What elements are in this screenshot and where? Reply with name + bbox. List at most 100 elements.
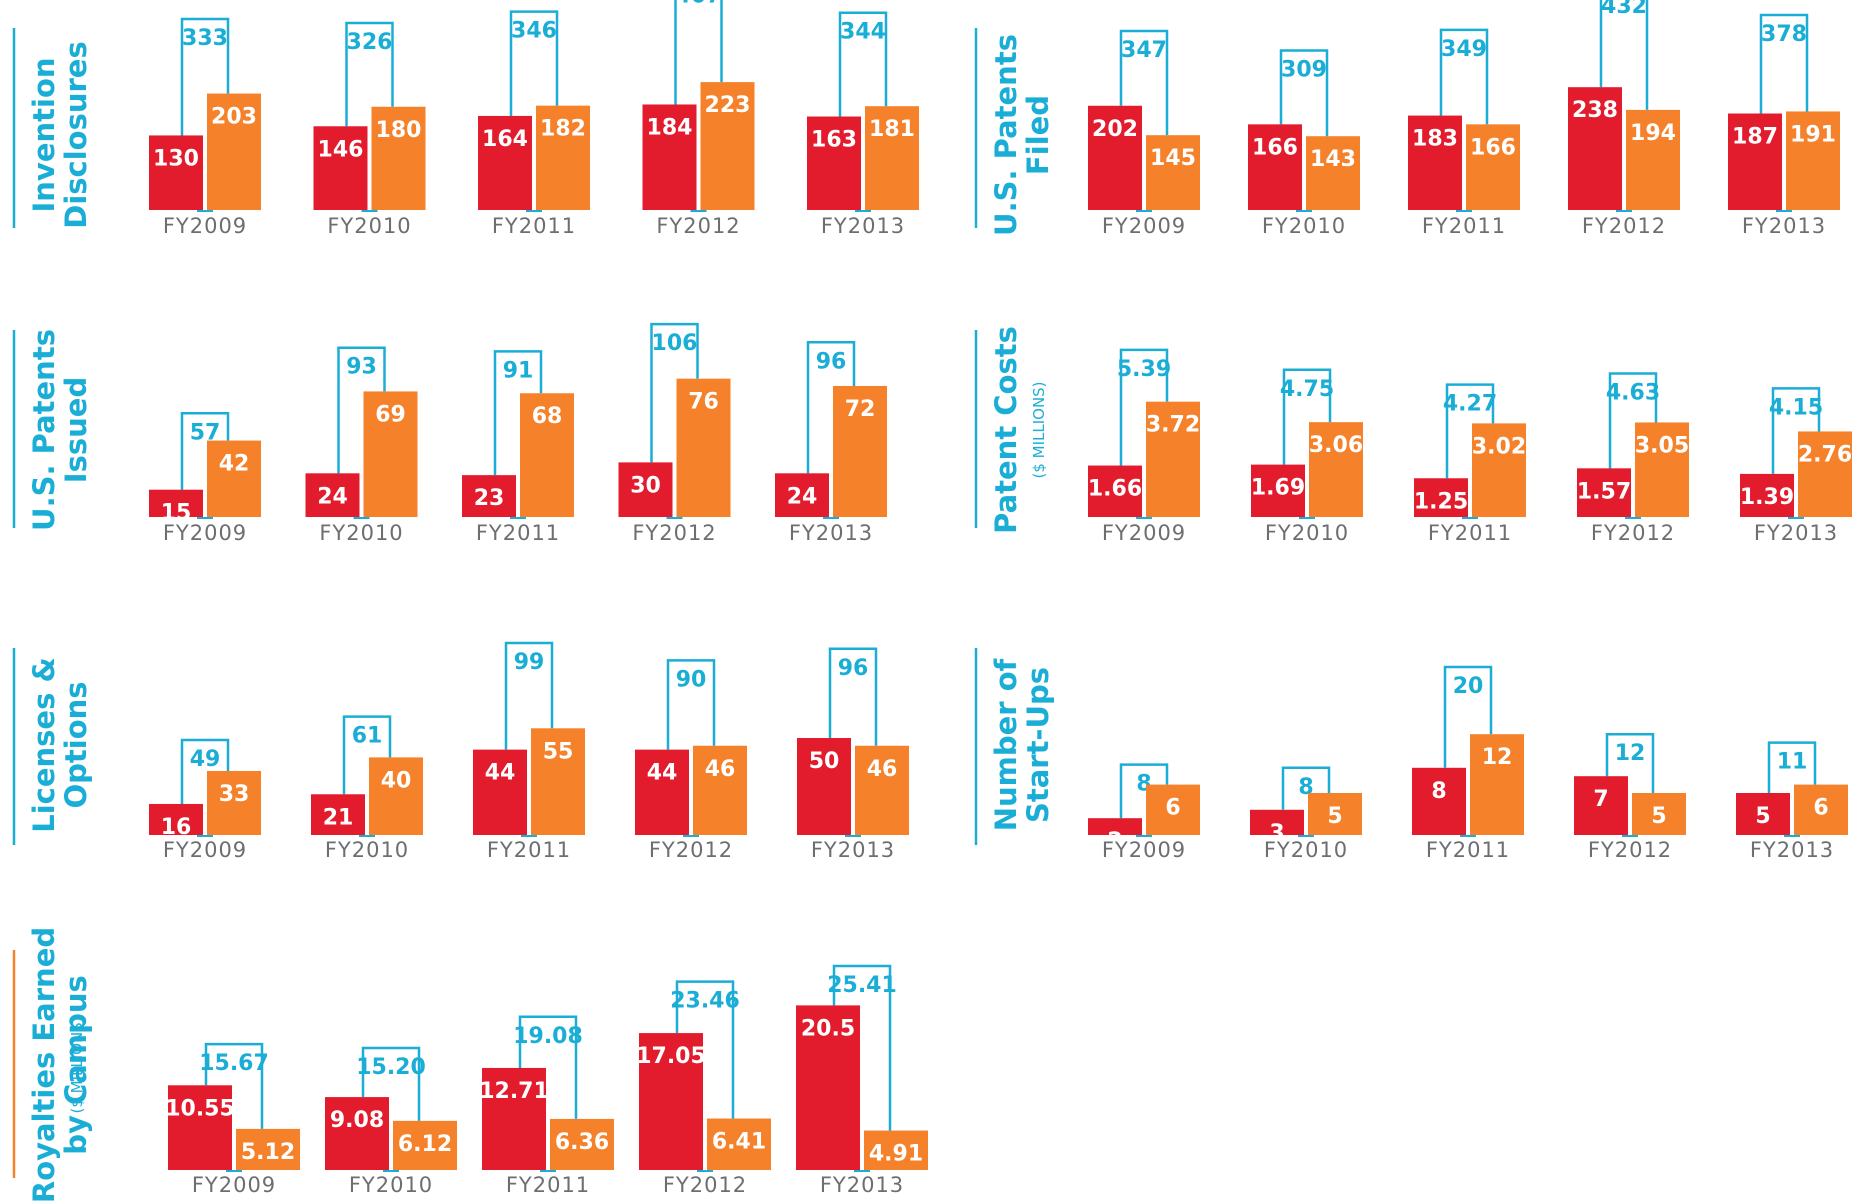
total-bracket — [1771, 387, 1821, 474]
bar-series-2 — [1308, 793, 1362, 835]
bar-series-2-label: 5.12 — [241, 1140, 295, 1165]
bar-series-2 — [707, 1118, 771, 1170]
bar-group-FY2011: 91 23 68 FY2011 — [462, 350, 574, 545]
bar-series-1 — [775, 473, 829, 517]
total-bracket — [1279, 49, 1329, 137]
bar-series-2 — [865, 106, 919, 210]
category-label: FY2011 — [476, 521, 560, 545]
total-bracket — [361, 1046, 421, 1121]
bar-series-1 — [478, 115, 532, 210]
bar-series-1-label: 5 — [1755, 804, 1770, 829]
bar-series-2 — [371, 106, 426, 210]
total-bracket — [806, 341, 856, 474]
bar-group-FY2013: 25.41 20.5 4.91 FY2013 — [796, 964, 928, 1197]
total-label: 15.67 — [199, 1051, 269, 1076]
category-label: FY2010 — [1265, 521, 1349, 545]
category-label: FY2009 — [192, 1173, 276, 1197]
total-label: 349 — [1441, 37, 1487, 62]
bar-series-2-label: 191 — [1790, 122, 1836, 147]
bar-group-FY2010: 309 166 143 FY2010 — [1248, 49, 1360, 238]
bar-series-2 — [1306, 136, 1360, 210]
bar-group-FY2013: 344 163 181 FY2013 — [807, 11, 919, 238]
bar-group-FY2012: 106 30 76 FY2012 — [618, 322, 731, 545]
bar-series-1-label: 184 — [647, 115, 693, 140]
bar-series-2 — [531, 728, 585, 835]
total-label: 96 — [838, 656, 869, 681]
bar-series-1-label: 24 — [317, 484, 348, 509]
total-bracket — [838, 11, 888, 117]
bar-series-1-label: 187 — [1732, 125, 1778, 150]
total-bracket — [1608, 372, 1658, 469]
bar-group-FY2013: 96 24 72 FY2013 — [775, 341, 887, 545]
bar-series-1-label: 7 — [1593, 787, 1608, 812]
total-label: 49 — [190, 747, 221, 772]
bar-series-2 — [550, 1118, 614, 1170]
category-label: FY2013 — [1742, 214, 1826, 238]
bar-group-FY2012: 407 184 223 FY2012 — [642, 0, 755, 238]
total-bracket — [518, 1015, 578, 1119]
bar-series-2 — [369, 757, 423, 835]
bar-series-2 — [207, 770, 261, 835]
bar-series-1 — [149, 135, 203, 210]
bar-series-1-label: 1.25 — [1414, 489, 1468, 514]
bar-group-FY2011: 20 8 12 FY2011 — [1412, 665, 1524, 862]
bar-series-2 — [1466, 124, 1520, 210]
total-label: 344 — [840, 20, 886, 45]
bar-series-1-label: 24 — [787, 484, 818, 509]
bar-series-1 — [149, 489, 203, 517]
bar-series-1-label: 21 — [323, 805, 354, 830]
category-label: FY2011 — [492, 214, 576, 238]
category-label: FY2013 — [811, 838, 895, 862]
bar-group-FY2013: 96 50 46 FY2013 — [797, 647, 909, 862]
bar-series-1-label: 163 — [811, 128, 857, 153]
total-label: 23.46 — [670, 989, 740, 1014]
total-bracket — [1282, 368, 1332, 465]
chart-subtitle: ($ MILLIONS) — [68, 1016, 86, 1113]
total-bracket — [509, 10, 559, 116]
bar-series-2-label: 33 — [219, 782, 250, 807]
bar-series-2-label: 3.05 — [1635, 433, 1689, 458]
bar-series-2-label: 55 — [543, 739, 574, 764]
charts-layer: InventionDisclosures333130203FY200932614… — [12, 0, 1852, 1201]
category-label: FY2013 — [1750, 838, 1834, 862]
chart-title-line: Invention — [27, 57, 61, 212]
chart-title-line: by Campus — [59, 975, 93, 1155]
category-label: FY2009 — [1102, 838, 1186, 862]
bar-series-1 — [1568, 87, 1622, 210]
category-label: FY2012 — [1588, 838, 1672, 862]
total-bracket — [1767, 741, 1817, 793]
category-label: FY2010 — [1264, 838, 1348, 862]
bar-series-2-label: 46 — [705, 757, 736, 782]
chart-title-line: U.S. Patents — [27, 329, 61, 531]
chart-title-line: Options — [59, 681, 93, 808]
chart-4: Patent Costs ($ MILLIONS) 5.39 1.66 3.72 FY20… — [974, 326, 1852, 545]
bar-series-2 — [536, 105, 590, 210]
total-label: 347 — [1121, 38, 1167, 63]
category-label: FY2010 — [349, 1173, 433, 1197]
bar-series-1-label: 9.08 — [330, 1108, 384, 1133]
bar-group-FY2011: 346 164 182 FY2011 — [478, 10, 590, 238]
bar-series-1 — [1088, 465, 1142, 517]
total-label: 19.08 — [513, 1024, 583, 1049]
category-label: FY2011 — [1426, 838, 1510, 862]
category-label: FY2010 — [319, 521, 403, 545]
bar-series-1-label: 44 — [647, 761, 678, 786]
total-bracket — [180, 412, 230, 490]
bar-series-2 — [1146, 784, 1200, 835]
category-label: FY2010 — [327, 214, 411, 238]
category-label: FY2013 — [820, 1173, 904, 1197]
bar-series-2 — [864, 1130, 928, 1170]
total-label: 346 — [511, 19, 557, 44]
bar-series-2-label: 68 — [532, 404, 563, 429]
bar-series-1-label: 17.05 — [636, 1044, 706, 1069]
category-label: FY2011 — [487, 838, 571, 862]
category-label: FY2011 — [506, 1173, 590, 1197]
bar-series-2-label: 46 — [867, 757, 898, 782]
bar-group-FY2009: 333 130 203 FY2009 — [149, 17, 261, 238]
